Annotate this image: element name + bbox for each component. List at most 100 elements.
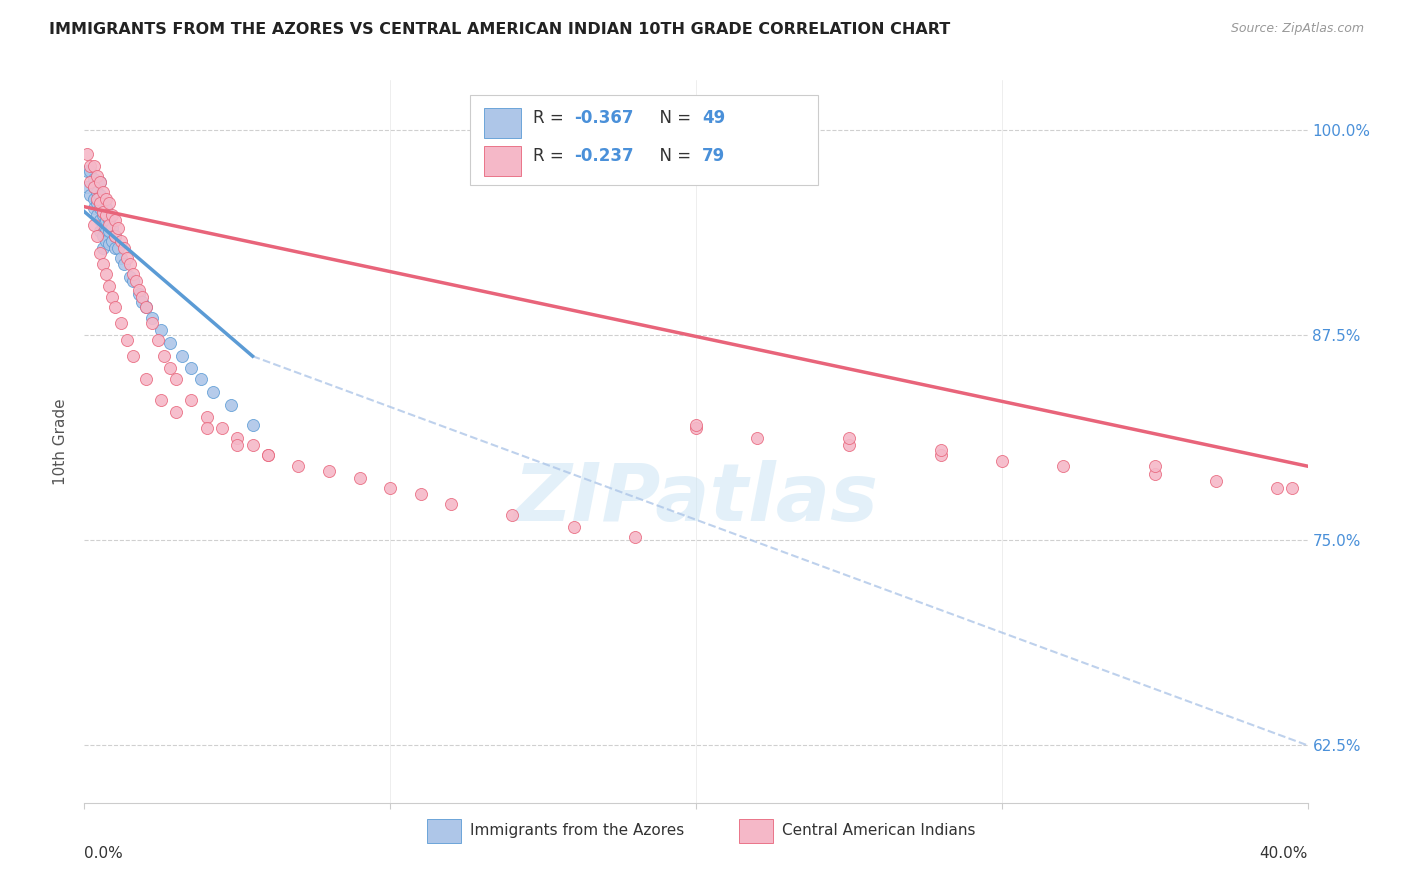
Point: [128, 286, 150, 301]
Point: [101, 290, 124, 304]
Point: [122, 274, 145, 288]
Point: [624, 530, 647, 544]
Point: [141, 311, 163, 326]
Point: [76, 147, 98, 161]
Point: [86, 192, 108, 206]
Point: [211, 421, 233, 435]
Point: [101, 208, 124, 222]
Point: [747, 431, 769, 445]
Point: [107, 241, 129, 255]
Text: N =: N =: [650, 147, 697, 165]
FancyBboxPatch shape: [470, 95, 818, 185]
Point: [180, 393, 202, 408]
Point: [91, 196, 114, 211]
Point: [79, 159, 101, 173]
Point: [110, 251, 132, 265]
Y-axis label: 10th Grade: 10th Grade: [53, 398, 69, 485]
Point: [104, 229, 127, 244]
Text: 0.0%: 0.0%: [84, 847, 124, 861]
Point: [135, 300, 157, 314]
Point: [86, 185, 108, 199]
Point: [149, 323, 172, 337]
Point: [104, 229, 127, 244]
Point: [195, 421, 218, 435]
Point: [94, 208, 117, 222]
Point: [89, 188, 111, 202]
Text: Central American Indians: Central American Indians: [782, 822, 976, 838]
Point: [349, 470, 371, 484]
Point: [79, 188, 101, 202]
Text: N =: N =: [650, 109, 697, 127]
Point: [83, 171, 105, 186]
Point: [685, 421, 707, 435]
Point: [101, 234, 124, 248]
Bar: [738, 820, 773, 843]
Point: [195, 409, 218, 424]
Point: [112, 241, 135, 255]
Point: [101, 221, 124, 235]
Point: [172, 349, 194, 363]
Point: [83, 202, 105, 216]
Point: [219, 398, 242, 412]
Point: [409, 487, 432, 501]
Point: [838, 438, 860, 452]
Point: [1052, 459, 1074, 474]
Point: [122, 267, 145, 281]
Point: [125, 274, 148, 288]
Point: [94, 234, 117, 248]
Point: [91, 229, 114, 244]
Point: [929, 442, 952, 457]
Point: [135, 372, 157, 386]
Bar: [427, 820, 461, 843]
Point: [104, 212, 127, 227]
Point: [257, 448, 280, 462]
Point: [83, 192, 105, 206]
Text: Source: ZipAtlas.com: Source: ZipAtlas.com: [1230, 22, 1364, 36]
Point: [1143, 467, 1166, 482]
Point: [1265, 481, 1288, 495]
Point: [165, 405, 187, 419]
Point: [83, 159, 105, 173]
Point: [94, 192, 117, 206]
Point: [89, 175, 111, 189]
Point: [440, 497, 463, 511]
Point: [107, 221, 129, 235]
Point: [131, 290, 153, 304]
Point: [97, 224, 120, 238]
Point: [89, 212, 111, 227]
Text: 79: 79: [702, 147, 725, 165]
Point: [122, 349, 145, 363]
Text: -0.367: -0.367: [574, 109, 633, 127]
Point: [318, 464, 340, 478]
Point: [1281, 481, 1303, 495]
Point: [159, 336, 181, 351]
Point: [128, 284, 150, 298]
Point: [159, 360, 181, 375]
Point: [89, 202, 111, 216]
Point: [86, 169, 108, 183]
Point: [94, 212, 117, 227]
Point: [242, 438, 264, 452]
Point: [257, 448, 280, 462]
Point: [115, 251, 138, 265]
Point: [91, 204, 114, 219]
Point: [97, 278, 120, 293]
Point: [86, 229, 108, 244]
Point: [79, 175, 101, 189]
Point: [83, 218, 105, 232]
Point: [76, 163, 98, 178]
Point: [115, 333, 138, 347]
Point: [91, 218, 114, 232]
Point: [91, 208, 114, 222]
Point: [97, 237, 120, 252]
Point: [76, 180, 98, 194]
Point: [110, 234, 132, 248]
Text: R =: R =: [533, 109, 569, 127]
Point: [97, 196, 120, 211]
Point: [380, 481, 402, 495]
Point: [94, 224, 117, 238]
Text: -0.237: -0.237: [574, 147, 633, 165]
Text: R =: R =: [533, 147, 569, 165]
Point: [201, 385, 224, 400]
Point: [929, 448, 952, 462]
